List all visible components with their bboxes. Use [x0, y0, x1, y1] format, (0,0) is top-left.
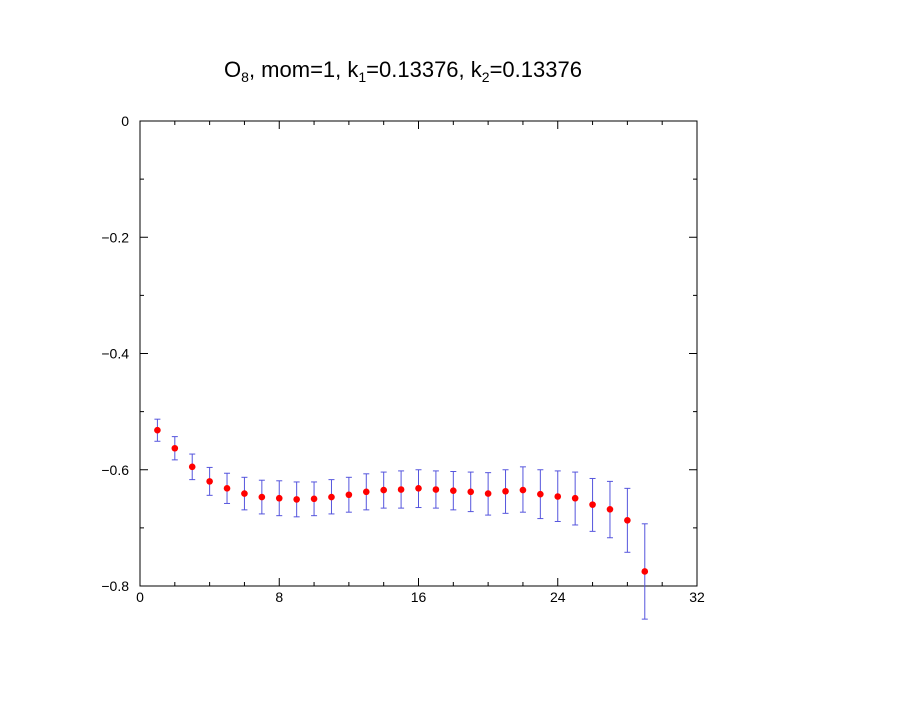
- data-point: [241, 490, 248, 497]
- data-point: [554, 493, 562, 500]
- data-point: [606, 505, 614, 513]
- y-tick-label: −0.2: [101, 229, 129, 245]
- data-point: [188, 463, 196, 471]
- title-segment: =0.13376, k: [366, 57, 483, 82]
- title-subscript: 8: [241, 69, 249, 85]
- data-point: [345, 491, 353, 499]
- title-segment: O: [224, 57, 241, 82]
- y-tick-label: −0.6: [101, 462, 129, 478]
- data-point: [624, 517, 631, 524]
- data-point: [484, 490, 492, 497]
- y-tick-label: −0.8: [101, 578, 129, 594]
- chart-title: O8, mom=1, k1=0.13376, k2=0.13376: [224, 57, 582, 85]
- axis-ticks: [139, 120, 698, 587]
- data-point: [275, 494, 283, 502]
- data-point: [571, 494, 579, 502]
- data-point: [293, 496, 300, 503]
- data-points: [154, 426, 649, 575]
- x-tick-label: 0: [136, 589, 144, 605]
- x-tick-label: 32: [689, 589, 705, 605]
- data-point: [397, 486, 405, 493]
- data-point: [223, 485, 231, 492]
- data-point: [537, 490, 544, 498]
- data-point: [415, 485, 422, 492]
- y-tick-label: −0.4: [101, 346, 129, 362]
- data-point: [589, 501, 596, 508]
- data-point: [502, 487, 509, 495]
- data-point: [380, 486, 387, 494]
- data-point: [328, 493, 335, 501]
- data-point: [519, 486, 527, 494]
- x-tick-label: 24: [550, 589, 566, 605]
- data-point: [432, 486, 440, 493]
- y-tick-label: 0: [121, 113, 129, 129]
- data-point: [171, 444, 179, 452]
- data-point: [154, 426, 161, 434]
- y-axis-tick-labels: 0 −0.2 −0.4 −0.6 −0.8: [101, 113, 129, 594]
- data-point: [362, 488, 370, 496]
- x-axis-tick-labels: 0 8 16 24 32: [136, 589, 705, 605]
- data-point: [310, 495, 318, 503]
- data-point: [258, 493, 266, 501]
- x-tick-label: 8: [275, 589, 283, 605]
- title-subscript: 1: [358, 69, 366, 85]
- title-segment: =0.13376: [490, 57, 582, 82]
- data-point: [641, 568, 649, 575]
- x-tick-label: 16: [411, 589, 427, 605]
- title-segment: , mom=1, k: [249, 57, 359, 82]
- data-point: [206, 478, 213, 485]
- title-subscript: 2: [482, 69, 490, 85]
- data-point: [450, 487, 457, 494]
- data-point: [467, 488, 475, 496]
